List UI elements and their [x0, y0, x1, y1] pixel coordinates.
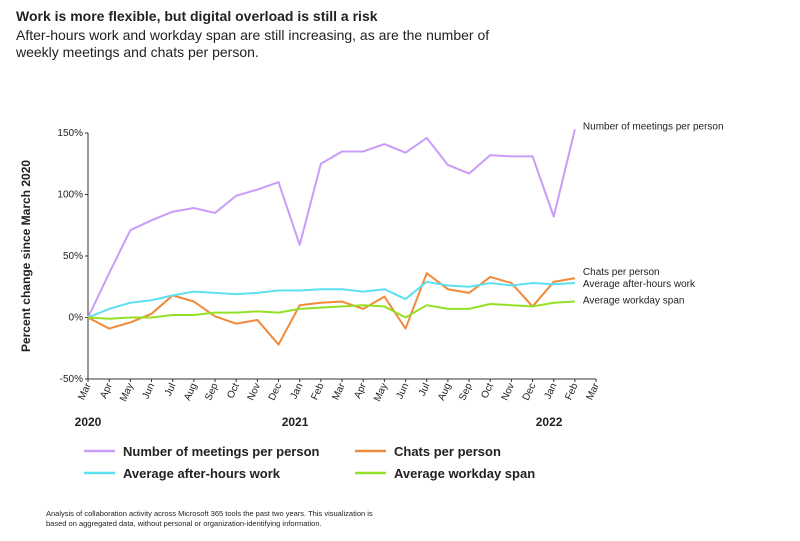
y-axis-label: Percent change since March 2020 — [19, 160, 33, 352]
year-label: 2022 — [536, 415, 563, 429]
x-tick-label: Jul — [163, 382, 178, 398]
x-tick-label: Mar — [331, 381, 349, 402]
series-line — [87, 129, 576, 318]
x-tick-label: Dec — [267, 382, 284, 403]
x-tick-label: Nov — [246, 382, 263, 403]
x-tick-label: Jan — [543, 382, 560, 401]
legend-label: Number of meetings per person — [123, 444, 320, 459]
x-tick-label: Jun — [140, 382, 157, 401]
x-tick-label: Oct — [479, 381, 496, 400]
x-tick-label: Jan — [289, 382, 306, 401]
series-end-label: Number of meetings per person — [583, 121, 724, 132]
y-tick-label: 50% — [63, 251, 83, 262]
x-tick-label: May — [372, 382, 390, 404]
series-end-label: Average workday span — [583, 296, 685, 307]
x-tick-label: Jul — [417, 382, 432, 398]
x-tick-label: Jun — [394, 382, 411, 401]
series-end-label: Chats per person — [583, 267, 660, 278]
x-tick-label: May — [118, 382, 136, 404]
legend-label: Average workday span — [394, 466, 535, 481]
x-tick-label: Sep — [457, 381, 475, 402]
x-tick-label: Oct — [225, 381, 242, 400]
y-tick-label: 0% — [69, 313, 84, 324]
chart-title: Work is more flexible, but digital overl… — [16, 8, 378, 24]
x-tick-label: Feb — [563, 381, 580, 402]
y-tick-label: -50% — [60, 374, 83, 385]
x-tick-label: Aug — [182, 382, 199, 403]
x-tick-label: Apr — [98, 381, 115, 400]
legend-label: Average after-hours work — [123, 466, 281, 481]
year-label: 2020 — [75, 415, 102, 429]
year-label: 2021 — [282, 415, 309, 429]
x-tick-label: Sep — [203, 381, 221, 402]
series-line — [87, 300, 575, 320]
y-tick-label: 150% — [57, 128, 83, 139]
x-tick-label: Dec — [521, 382, 538, 403]
footnote: based on aggregated data, without person… — [46, 519, 322, 528]
footnote: Analysis of collaboration activity acros… — [46, 509, 373, 518]
x-tick-label: Aug — [436, 382, 453, 403]
x-tick-label: Apr — [352, 381, 369, 400]
chart-subtitle: After-hours work and workday span are st… — [16, 27, 489, 43]
legend-label: Chats per person — [394, 444, 501, 459]
series-line — [87, 280, 575, 319]
x-tick-label: Mar — [585, 381, 603, 402]
y-tick-label: 100% — [57, 190, 83, 201]
series-line — [87, 272, 576, 346]
series-end-label: Average after-hours work — [583, 279, 696, 290]
x-tick-label: Nov — [500, 382, 517, 403]
x-tick-label: Feb — [309, 381, 326, 402]
chart-subtitle: weekly meetings and chats per person. — [15, 44, 259, 60]
